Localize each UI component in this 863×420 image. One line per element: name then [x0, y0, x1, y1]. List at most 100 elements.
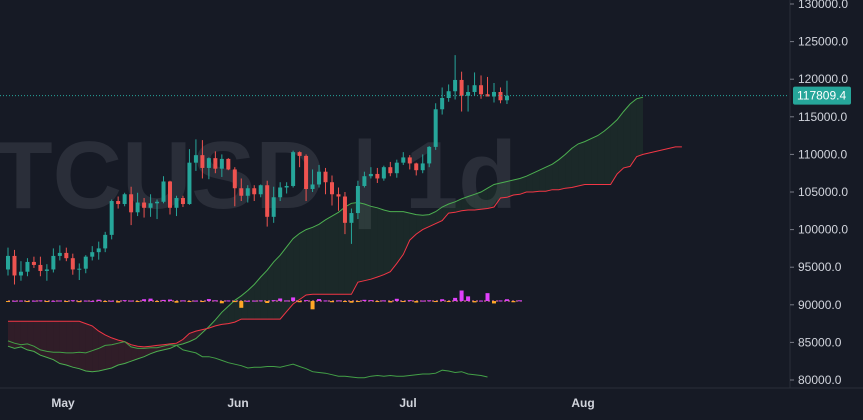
- cloud-segment: [610, 119, 618, 185]
- cloud-segment: [468, 194, 475, 211]
- cloud-segment: [344, 203, 352, 295]
- histogram-bar: [64, 301, 69, 303]
- histogram-bar: [278, 298, 283, 302]
- cloud-segment: [370, 206, 378, 280]
- cloud-segment: [513, 178, 520, 196]
- cloud-segment: [79, 321, 86, 371]
- cloud-segment: [481, 188, 488, 210]
- current-price-tag: 117809.4: [793, 86, 851, 105]
- cloud-segment: [455, 198, 462, 213]
- candle-body: [180, 198, 185, 205]
- cloud-segment: [111, 337, 119, 368]
- ichimoku-lines: [7, 96, 682, 379]
- candle-body: [226, 158, 231, 170]
- candle-body: [161, 181, 166, 202]
- histogram-bar: [342, 301, 347, 303]
- candle-body: [407, 157, 412, 164]
- candle-body: [492, 91, 496, 97]
- histogram-bar: [381, 300, 386, 302]
- candle-body: [174, 198, 179, 208]
- candle-body: [323, 171, 328, 183]
- candle-body: [485, 94, 490, 97]
- cloud-segment: [286, 238, 294, 312]
- candle-body: [336, 194, 341, 197]
- cloud-segment: [221, 306, 229, 325]
- cloud-segment: [422, 214, 430, 230]
- histogram-bar: [284, 300, 289, 302]
- histogram-bar: [206, 299, 211, 302]
- histogram-bar: [304, 300, 309, 302]
- candle-body: [168, 181, 172, 208]
- histogram-bar: [96, 299, 101, 302]
- price-axis-background: [790, 0, 863, 420]
- candle-body: [252, 188, 257, 195]
- candle-body: [6, 255, 10, 270]
- cloud-segment: [131, 344, 138, 362]
- cloud-segment: [500, 181, 507, 199]
- candle-body: [355, 185, 360, 214]
- candle-body: [472, 85, 477, 92]
- price-tick-label: 115000.0: [798, 110, 847, 124]
- histogram-bar: [407, 300, 412, 302]
- cloud-segment: [66, 321, 73, 368]
- candle-body: [291, 152, 296, 186]
- candle-body: [109, 201, 114, 235]
- cloud-segment: [448, 201, 456, 214]
- candle-body: [193, 155, 198, 163]
- candle-body: [103, 234, 108, 249]
- candles: [6, 55, 509, 285]
- histogram-bar: [265, 301, 270, 303]
- histogram-bar: [479, 300, 484, 302]
- cloud-segment: [14, 321, 21, 349]
- candle-body: [116, 201, 121, 205]
- cloud-segment: [319, 219, 326, 295]
- candle-body: [187, 162, 192, 205]
- candle-body: [317, 171, 322, 185]
- histogram-bar: [109, 300, 114, 302]
- cloud-segment: [59, 321, 67, 365]
- price-tick-label: 105000.0: [798, 185, 848, 199]
- candle-body: [96, 248, 101, 253]
- candle-body: [31, 261, 36, 265]
- histogram-bar: [466, 296, 471, 302]
- histogram-bar: [168, 299, 172, 302]
- cloud-segment: [46, 321, 54, 360]
- candle-body: [122, 194, 127, 205]
- histogram-bar: [323, 300, 328, 302]
- candle-body: [44, 269, 49, 271]
- cloud-segment: [182, 333, 190, 344]
- cloud-segment: [8, 321, 15, 349]
- candle-body: [148, 203, 153, 208]
- candle-body: [90, 252, 95, 257]
- histogram-bar: [388, 301, 393, 303]
- cloud-segment: [228, 300, 235, 324]
- candle-body: [142, 202, 147, 208]
- histogram-bar: [394, 298, 399, 302]
- candle-body: [459, 79, 464, 96]
- cloud-segment: [312, 224, 320, 295]
- time-tick-label: May: [51, 396, 75, 410]
- symbol-watermark: TCUSD | 1d: [0, 122, 517, 230]
- histogram-bar: [433, 301, 438, 303]
- cloud-segment: [299, 229, 307, 300]
- time-axis[interactable]: May Jun Jul Aug: [0, 387, 863, 420]
- histogram-bar: [355, 301, 360, 303]
- candle-body: [77, 268, 82, 270]
- histogram-bar: [90, 300, 95, 302]
- price-axis[interactable]: 130000.0 125000.0 120000.0 115000.0 110000.0…: [789, 0, 863, 420]
- histogram-bar: [38, 300, 43, 302]
- cloud-segment: [435, 207, 443, 224]
- histogram-bar: [362, 299, 367, 302]
- cloud-segment: [532, 170, 540, 192]
- cloud-segment: [53, 321, 60, 364]
- cloud-segment: [584, 138, 592, 185]
- histogram-bar: [6, 301, 10, 303]
- cloud-segment: [604, 125, 611, 185]
- candle-body: [453, 79, 458, 92]
- histogram-bar: [161, 299, 166, 302]
- cloud-segment: [280, 246, 287, 320]
- candle-body: [206, 158, 211, 168]
- histogram-bar: [504, 299, 509, 302]
